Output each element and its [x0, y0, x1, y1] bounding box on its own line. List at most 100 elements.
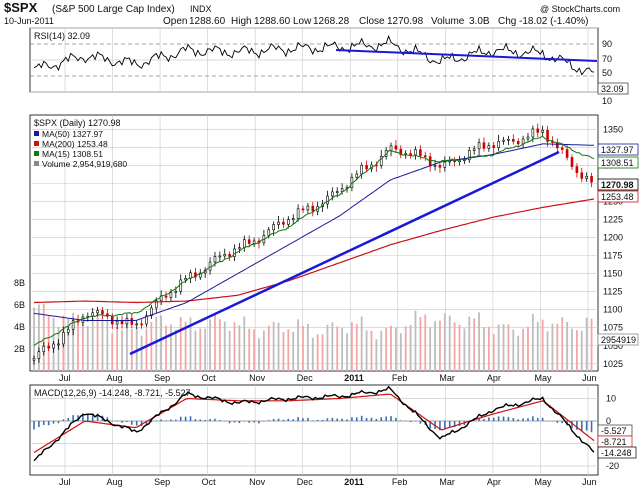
macd-hist-bar — [522, 418, 524, 421]
volume-bar — [473, 318, 476, 371]
macd-hist-bar — [380, 417, 383, 421]
month-label: Oct — [202, 373, 217, 383]
macd-hist-bar — [346, 419, 348, 421]
macd-hist-bar — [219, 420, 221, 421]
candle-body — [565, 149, 569, 158]
candle-body — [560, 147, 564, 150]
macd-hist-bar — [551, 421, 554, 422]
tag-box-ma15 — [597, 156, 639, 169]
macd-hist-bar — [106, 417, 109, 421]
macd-hist-bar — [370, 417, 373, 421]
macd-hist-bar — [492, 417, 495, 421]
volume-bar — [468, 316, 471, 371]
month-label: Aug — [107, 477, 123, 487]
candle-body — [419, 149, 422, 156]
volume-bar — [204, 328, 207, 371]
volume-bar — [67, 319, 70, 371]
macd-hist-bar — [546, 421, 549, 422]
macd-hist-bar — [541, 417, 544, 421]
macd-hist-bar — [209, 418, 211, 421]
candle-body — [585, 175, 588, 179]
candle-body — [150, 307, 153, 317]
volume-bar — [33, 307, 35, 371]
candle-body — [541, 129, 544, 133]
volume-bar — [346, 333, 348, 371]
candle-body — [306, 205, 310, 211]
macd-hist-bar — [502, 416, 505, 421]
tag-box-ma50 — [597, 143, 639, 156]
candle-body — [438, 165, 442, 168]
macd-hist-bar — [385, 416, 387, 421]
symbol: $SPX — [4, 0, 38, 15]
candle-body — [482, 142, 486, 149]
price-tick-label: 1350 — [603, 124, 623, 134]
volume-bar — [189, 317, 192, 371]
macd-hist-bar — [47, 421, 50, 426]
macd-hist-bar — [238, 421, 241, 424]
candle-body — [399, 148, 403, 156]
volume-bar — [385, 328, 388, 371]
macd-hist-bar — [536, 417, 539, 421]
volume-bar — [536, 321, 539, 371]
candle-body — [580, 172, 584, 179]
macd-hist-bar — [135, 421, 138, 426]
volume-bar — [130, 328, 133, 371]
month-label: May — [534, 373, 552, 383]
rsi-tick-70: 70 — [602, 54, 612, 64]
volume-bar — [116, 326, 119, 371]
index-name: (S&P 500 Large Cap Index) — [52, 4, 175, 15]
volume-bar — [370, 330, 373, 371]
rsi-axis: 90 70 50 30 10 — [602, 39, 612, 106]
low-value: 1268.28 — [313, 16, 350, 27]
tag-macd-hist: -5.527 — [601, 426, 627, 436]
candle-body — [37, 351, 41, 359]
candle-body — [291, 218, 295, 221]
macd-hist-bar — [429, 421, 431, 429]
macd-title: MACD(12,26,9) -14.248, -8.721, -5.527 — [34, 388, 191, 398]
close-value: 1270.98 — [387, 16, 424, 27]
macd-hist-bar — [321, 419, 324, 421]
chg-value: -18.02 (-1.40%) — [519, 16, 588, 27]
macd-hist-bar — [326, 418, 329, 421]
macd-tags: -5.527 -8.721 -14.248 — [597, 424, 637, 459]
ma200-line — [33, 198, 595, 304]
volume-bar — [443, 313, 446, 371]
volume-bar — [253, 329, 255, 371]
volume-bar — [551, 323, 554, 371]
macd-hist-bar — [228, 421, 231, 424]
month-label: Jul — [59, 477, 71, 487]
macd-hist-bar — [336, 418, 339, 421]
volume-bar — [360, 316, 363, 371]
volume-bar — [395, 327, 397, 371]
macd-hist-bar — [258, 421, 260, 424]
macd-hist-bar — [253, 421, 255, 423]
volume-bar — [297, 319, 300, 371]
volume-bar — [287, 329, 290, 371]
volume-bar — [561, 317, 564, 371]
candle-body — [42, 345, 46, 352]
price-tick-label: 1100 — [603, 305, 622, 315]
candle-body — [590, 175, 593, 183]
macd-hist-bar — [175, 419, 177, 421]
macd-hist-bar — [223, 421, 226, 422]
volume-bar — [165, 325, 167, 371]
volume-bar — [326, 324, 329, 371]
rsi-tag: 32.09 — [601, 84, 624, 94]
month-label: Apr — [487, 477, 501, 487]
candle-body — [120, 320, 124, 325]
volume-bar — [258, 338, 260, 371]
candle-body — [238, 247, 241, 250]
macd-hist-bar — [360, 415, 363, 421]
candle-body — [140, 323, 143, 326]
macd-hist-bar — [409, 421, 412, 423]
tag-box-macd-line — [597, 446, 637, 459]
macd-hist-bar — [585, 421, 588, 431]
macd-hist-bar — [439, 421, 441, 431]
macd-hist-bar — [517, 419, 519, 421]
volume-bar — [575, 330, 578, 371]
macd-hist-bar — [199, 419, 202, 421]
volume-bar — [101, 317, 104, 371]
indicator-lines — [33, 34, 595, 462]
candle-body — [497, 140, 500, 148]
volume-bar — [527, 326, 529, 371]
